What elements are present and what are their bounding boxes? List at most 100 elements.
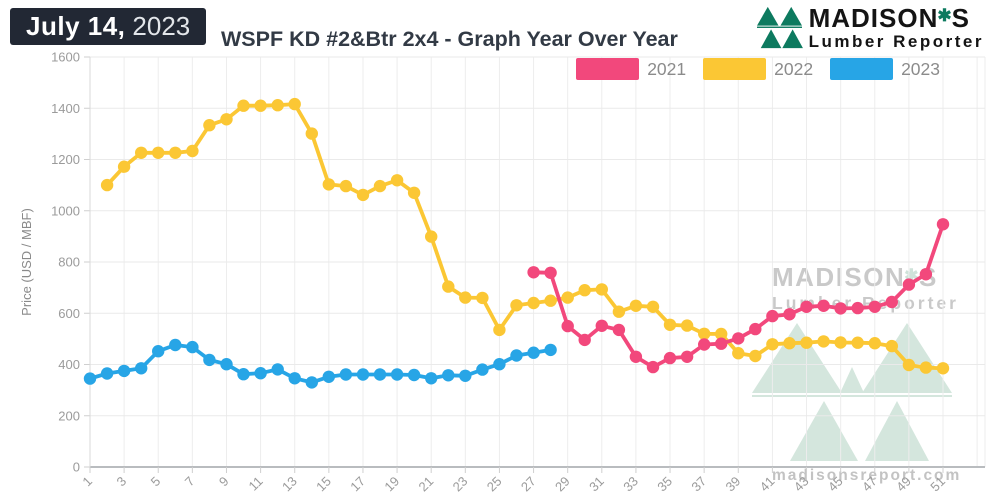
series-2022-point[interactable]	[527, 296, 540, 310]
series-2021-point[interactable]	[646, 360, 660, 374]
series-2022-point[interactable]	[237, 99, 250, 112]
series-2022-point[interactable]	[902, 358, 916, 372]
series-2021-point[interactable]	[680, 350, 694, 363]
series-2023-point[interactable]	[459, 369, 472, 382]
series-2022-point[interactable]	[936, 362, 950, 375]
series-2023-point[interactable]	[135, 362, 148, 375]
series-2022-point[interactable]	[339, 179, 353, 193]
series-2022-point[interactable]	[322, 178, 335, 191]
series-2022-point[interactable]	[749, 349, 762, 363]
series-2023-point[interactable]	[442, 369, 455, 382]
series-2021-point[interactable]	[766, 309, 779, 323]
series-2022-point[interactable]	[851, 336, 864, 349]
series-2021-point[interactable]	[561, 319, 574, 333]
series-2023-point[interactable]	[169, 338, 182, 352]
series-2023-point[interactable]	[390, 368, 404, 381]
series-2022-point[interactable]	[425, 230, 438, 243]
series-2021-point[interactable]	[612, 323, 626, 337]
series-2021-point[interactable]	[732, 332, 745, 345]
series-2021-point[interactable]	[544, 266, 557, 279]
series-2023-point[interactable]	[339, 368, 353, 381]
series-2023-point[interactable]	[322, 370, 335, 383]
series-2021-point[interactable]	[868, 300, 881, 313]
series-2022-point[interactable]	[390, 174, 404, 187]
series-2021-point[interactable]	[578, 333, 591, 347]
series-2022-point[interactable]	[117, 160, 131, 173]
series-2023-point[interactable]	[305, 376, 318, 389]
series-2022-point[interactable]	[919, 361, 933, 374]
series-2021-point[interactable]	[817, 299, 830, 312]
series-2022-point[interactable]	[817, 335, 830, 348]
series-2021-point[interactable]	[834, 302, 847, 315]
series-2022-point[interactable]	[100, 178, 114, 192]
series-2022-point[interactable]	[305, 127, 318, 140]
series-2021-point[interactable]	[936, 218, 950, 231]
series-2021-point[interactable]	[885, 295, 898, 309]
series-2022-point[interactable]	[680, 319, 694, 332]
series-2023-point[interactable]	[203, 353, 216, 367]
series-2023-point[interactable]	[100, 367, 114, 380]
series-2022-point[interactable]	[698, 327, 711, 340]
series-2023-point[interactable]	[510, 349, 523, 362]
series-2022-point[interactable]	[646, 300, 660, 313]
series-2022-point[interactable]	[152, 146, 165, 159]
series-2021-point[interactable]	[919, 268, 933, 281]
series-2021-point[interactable]	[902, 278, 916, 291]
series-2021-point[interactable]	[800, 300, 813, 313]
series-2022-point[interactable]	[135, 146, 148, 159]
series-2022-point[interactable]	[459, 291, 472, 304]
series-2022-point[interactable]	[407, 186, 421, 199]
legend-item-2022[interactable]: 2022	[703, 58, 813, 80]
series-2023-point[interactable]	[220, 358, 233, 371]
series-2022-point[interactable]	[288, 97, 301, 111]
series-2022-point[interactable]	[834, 336, 847, 349]
series-2022-point[interactable]	[612, 305, 626, 318]
series-2022-point[interactable]	[766, 338, 779, 351]
series-2023-point[interactable]	[476, 363, 489, 376]
series-2022-point[interactable]	[373, 179, 387, 193]
series-2022-point[interactable]	[578, 284, 591, 297]
series-2022-point[interactable]	[561, 291, 574, 304]
series-2023-point[interactable]	[237, 368, 250, 381]
series-2023-point[interactable]	[186, 340, 199, 354]
series-2021-point[interactable]	[851, 301, 864, 315]
series-2021-point[interactable]	[527, 266, 540, 279]
series-2022-point[interactable]	[885, 339, 898, 353]
series-2022-point[interactable]	[868, 337, 881, 350]
series-2021-point[interactable]	[749, 322, 762, 336]
series-2021-point[interactable]	[663, 351, 677, 365]
series-2022-point[interactable]	[203, 119, 216, 132]
legend-item-2023[interactable]: 2023	[830, 58, 940, 80]
series-2022-point[interactable]	[715, 327, 728, 341]
series-2022-point[interactable]	[783, 337, 796, 350]
series-2022-point[interactable]	[800, 336, 813, 349]
series-2021-point[interactable]	[715, 337, 728, 350]
series-2022-point[interactable]	[629, 299, 643, 312]
series-2022-point[interactable]	[356, 188, 370, 202]
series-2023-point[interactable]	[152, 345, 165, 358]
series-2023-point[interactable]	[544, 343, 557, 357]
series-2023-point[interactable]	[288, 372, 301, 385]
series-2023-point[interactable]	[493, 358, 506, 371]
series-2023-point[interactable]	[407, 368, 421, 382]
series-2021-point[interactable]	[698, 338, 711, 351]
series-2022-point[interactable]	[595, 283, 608, 296]
series-2023-point[interactable]	[425, 372, 438, 385]
series-2023-point[interactable]	[117, 364, 131, 378]
series-2022-point[interactable]	[271, 99, 284, 112]
series-2021-point[interactable]	[783, 308, 796, 321]
legend-item-2021[interactable]: 2021	[576, 58, 686, 80]
series-2023-point[interactable]	[356, 368, 370, 381]
series-2023-point[interactable]	[527, 346, 540, 359]
series-2021-point[interactable]	[629, 350, 643, 363]
series-2023-point[interactable]	[373, 368, 387, 381]
series-2022-point[interactable]	[510, 299, 523, 312]
series-2023-point[interactable]	[271, 363, 284, 376]
series-2022-point[interactable]	[186, 144, 199, 158]
series-2021-point[interactable]	[595, 319, 608, 332]
series-2022-point[interactable]	[220, 113, 233, 126]
series-2022-point[interactable]	[254, 99, 267, 112]
series-2023-point[interactable]	[254, 367, 267, 380]
series-2022-point[interactable]	[169, 146, 182, 159]
series-2022-point[interactable]	[442, 280, 455, 293]
